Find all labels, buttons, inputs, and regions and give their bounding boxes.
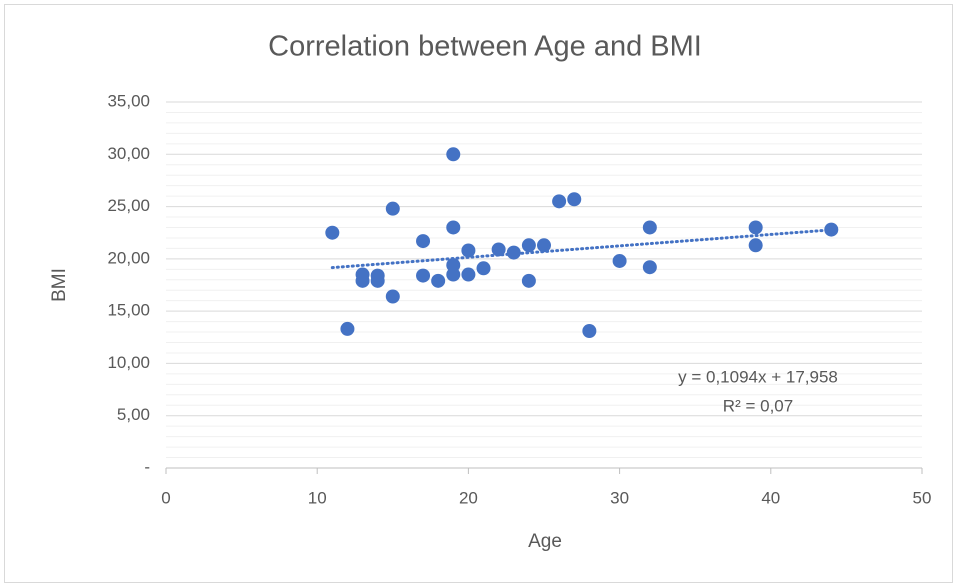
x-tick-label: 0 [161,488,170,507]
point [748,220,763,235]
y-tick-label: - [144,457,150,476]
y-tick-label: 25,00 [107,196,150,215]
y-tick-label: 15,00 [107,301,150,320]
point [416,268,431,283]
point [567,192,582,207]
point [446,147,461,162]
y-tick-label: 5,00 [117,405,150,424]
point [824,222,839,237]
trendline-equation: y = 0,1094x + 17,958 [678,367,838,386]
point [340,321,355,336]
point [521,238,536,253]
point [446,267,461,282]
x-tick-label: 30 [610,488,629,507]
point [325,225,340,240]
y-tick-label: 20,00 [107,248,150,267]
point [521,273,536,288]
x-tick-label: 50 [913,488,932,507]
point [612,253,627,268]
chart-border [4,4,953,583]
point [748,238,763,253]
trendline-r-squared: R² = 0,07 [723,396,793,415]
y-tick-label: 35,00 [107,91,150,110]
point [582,324,597,339]
trendline [330,228,833,270]
point [370,273,385,288]
point [476,261,491,276]
x-tick-label: 40 [761,488,780,507]
chart-title: Correlation between Age and BMI [268,31,702,63]
x-tick-label: 20 [459,488,478,507]
y-tick-label: 30,00 [107,144,150,163]
point [552,194,567,209]
point [537,238,551,253]
point [446,220,461,235]
y-axis-label: BMI [49,268,70,302]
point [385,289,400,304]
point [642,220,657,235]
point [506,245,521,260]
point [491,242,506,257]
point [642,260,657,275]
point [461,267,476,282]
y-tick-label: 10,00 [107,353,150,372]
point [355,273,370,288]
point [385,201,400,216]
point [431,273,446,288]
point [461,243,476,258]
point [416,234,431,249]
x-tick-label: 10 [308,488,327,507]
x-axis-label: Age [528,531,562,552]
